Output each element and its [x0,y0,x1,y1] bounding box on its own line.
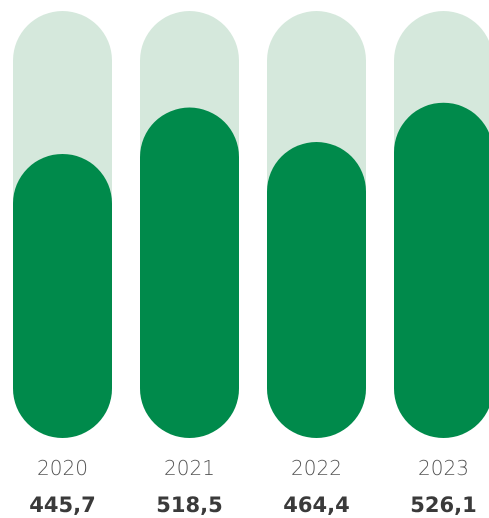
value-labels: 445,7 518,5 464,4 526,1 [29,493,476,517]
bar-2022 [267,142,366,438]
year-labels: 2020 2021 2022 2023 [37,456,469,480]
bar-2020 [13,153,112,438]
x-tick-label-2021: 2021 [164,456,215,480]
x-tick-label-2022: 2022 [291,456,342,480]
data-label-2021: 518,5 [156,493,222,517]
bar-2023 [394,102,489,438]
x-tick-label-2020: 2020 [37,456,88,480]
bar-2021 [140,107,239,439]
data-label-2023: 526,1 [410,493,476,517]
data-label-2020: 445,7 [29,493,95,517]
bars [13,102,489,439]
x-tick-label-2023: 2023 [418,456,469,480]
data-label-2022: 464,4 [283,493,349,517]
